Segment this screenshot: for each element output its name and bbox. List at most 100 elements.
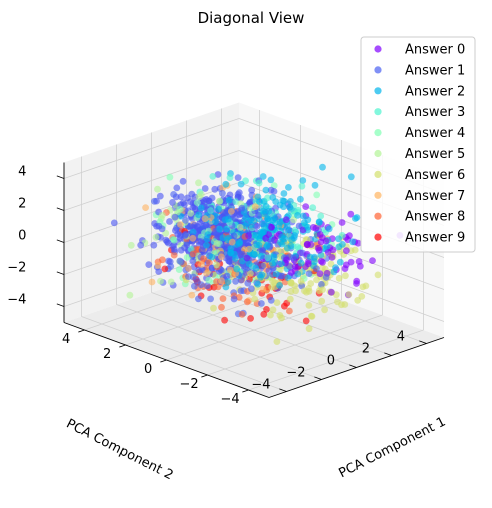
- scatter-point: [302, 317, 310, 325]
- scatter-point: [222, 283, 230, 291]
- scatter-point: [257, 273, 264, 281]
- scatter-point: [127, 241, 135, 249]
- scatter-point: [235, 189, 243, 197]
- scatter-point: [176, 257, 184, 265]
- legend-marker: [374, 66, 382, 74]
- scatter-point: [206, 259, 213, 267]
- scatter-point: [362, 282, 370, 290]
- scatter-point: [179, 177, 187, 185]
- legend-marker: [374, 212, 382, 220]
- scatter-point: [299, 212, 307, 220]
- scatter-point: [155, 222, 163, 230]
- scatter-point: [311, 181, 319, 189]
- scatter-point: [342, 272, 349, 280]
- scatter-point: [211, 185, 219, 193]
- scatter-point: [188, 190, 196, 198]
- scatter-point: [226, 174, 234, 182]
- scatter-point: [137, 241, 145, 249]
- legend-marker: [374, 191, 382, 199]
- scatter-point: [166, 218, 173, 225]
- scatter-point: [327, 260, 335, 268]
- scatter-point: [335, 274, 343, 282]
- scatter-point: [247, 270, 254, 277]
- scatter-point: [319, 259, 326, 266]
- scatter-point: [208, 253, 216, 261]
- y-tick-mark: [314, 376, 322, 380]
- scatter-point: [167, 263, 175, 270]
- x-tick-label: 0: [144, 362, 152, 377]
- scatter-point: [225, 196, 233, 204]
- scatter-point: [243, 254, 251, 262]
- x-tick-mark: [160, 359, 167, 363]
- scatter-point: [126, 291, 134, 299]
- scatter-point: [281, 302, 288, 310]
- scatter-point: [283, 256, 290, 264]
- y-tick-label: 2: [362, 342, 370, 357]
- legend-label: Answer 6: [405, 168, 465, 183]
- scatter-point: [322, 273, 330, 281]
- scatter-point: [336, 258, 344, 266]
- legend-marker: [374, 87, 382, 95]
- scatter-point: [233, 265, 241, 273]
- scatter-point: [154, 185, 161, 193]
- scatter-point: [264, 194, 271, 202]
- scatter-point: [316, 231, 324, 238]
- scatter-point: [189, 234, 197, 242]
- scatter-point: [338, 219, 346, 226]
- legend: Answer 0 Answer 1 Answer 2 Answer 3 Answer 4…: [360, 36, 476, 253]
- scatter-point: [259, 262, 267, 270]
- scatter-point: [273, 299, 281, 306]
- scatter-point: [187, 210, 195, 217]
- scatter-point: [263, 242, 271, 249]
- scatter-point: [218, 253, 225, 261]
- scatter-point: [166, 173, 174, 181]
- x-tick-label: −4: [221, 392, 240, 407]
- scatter-point: [238, 311, 246, 318]
- scatter-point: [189, 250, 197, 258]
- scatter-point: [298, 182, 306, 190]
- scatter-point: [205, 276, 213, 284]
- y-tick-label: 4: [397, 330, 405, 345]
- scatter-point: [354, 297, 362, 304]
- legend-label: Answer 2: [405, 84, 465, 99]
- x-tick-label: −2: [180, 377, 199, 392]
- y-axis-label: PCA Component 2: [64, 416, 176, 483]
- legend-marker: [374, 108, 382, 116]
- scatter-point: [195, 266, 203, 274]
- scatter-point: [287, 242, 295, 250]
- scatter-point: [341, 301, 349, 308]
- scatter-point: [294, 243, 301, 251]
- scatter-point: [275, 222, 283, 230]
- scatter-point: [276, 312, 284, 319]
- scatter-point: [174, 208, 181, 216]
- scatter-point: [243, 298, 251, 306]
- scatter-point: [260, 228, 268, 236]
- scatter-point: [369, 257, 376, 264]
- scatter-point: [318, 281, 325, 288]
- scatter-point: [218, 277, 225, 285]
- scatter-point: [215, 205, 222, 213]
- scatter-point: [151, 197, 158, 205]
- chart-title: Diagonal View: [198, 9, 305, 27]
- scatter-point: [321, 306, 328, 314]
- scatter-point: [343, 247, 350, 255]
- scatter-point: [267, 296, 275, 304]
- scatter-point: [286, 307, 293, 315]
- legend-label: Answer 1: [405, 63, 465, 78]
- scatter-point: [335, 235, 342, 243]
- scatter-point: [236, 238, 244, 246]
- scatter-point: [345, 291, 353, 298]
- scatter-point: [280, 190, 288, 197]
- scatter-point: [219, 295, 227, 302]
- scatter-point: [257, 252, 265, 260]
- legend-marker: [374, 149, 382, 158]
- scatter-point: [230, 232, 238, 240]
- scatter-point: [154, 262, 162, 269]
- scatter-point: [327, 288, 335, 296]
- scatter-point: [299, 177, 307, 184]
- scatter-point: [155, 268, 163, 275]
- scatter-point: [280, 203, 287, 211]
- scatter-point: [250, 217, 258, 225]
- scatter-point: [222, 180, 230, 188]
- legend-label: Answer 5: [405, 147, 465, 162]
